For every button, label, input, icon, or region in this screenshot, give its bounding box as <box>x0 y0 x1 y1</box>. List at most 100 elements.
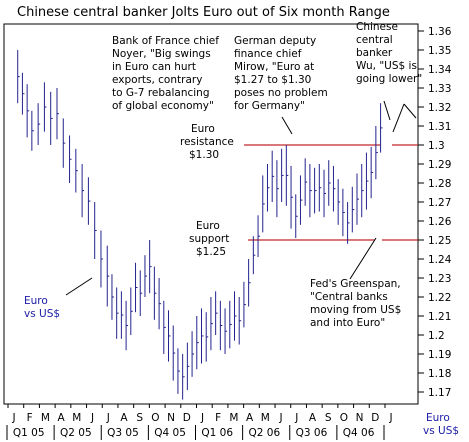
y-tick-label: 1.33 <box>428 83 451 95</box>
y-tick-label: 1.3 <box>428 140 445 152</box>
support-label: Euro support $1.25 <box>189 220 233 258</box>
y-tick-label: 1.21 <box>428 311 451 323</box>
y-tick-label: 1.26 <box>428 216 452 228</box>
y-tick-label: 1.25 <box>428 235 451 247</box>
resistance-label: Euro resistance $1.30 <box>180 123 237 161</box>
x-tick-label: F <box>215 412 221 424</box>
x-tick-label: O <box>151 412 159 424</box>
y-tick-label: 1.18 <box>428 368 451 380</box>
noyer-note-line: Noyer, "Big swings <box>112 48 211 60</box>
x-tick-label: N <box>167 412 175 424</box>
wu-note-line: going lower" <box>356 73 422 85</box>
quarter-label: Q2 05 <box>60 427 92 439</box>
x-tick-label: J <box>90 412 94 424</box>
axis-corner-label-line: Euro <box>426 412 450 424</box>
resistance-label-line: resistance <box>180 136 234 148</box>
y-tick-label: 1.34 <box>428 64 452 76</box>
y-tick-label: 1.24 <box>428 254 452 266</box>
x-tick-label: J <box>278 412 282 424</box>
wu-pointer-right <box>403 103 417 119</box>
x-tick-label: J <box>106 412 110 424</box>
resistance-label-line: $1.30 <box>189 149 219 161</box>
wu-note-line: banker <box>356 47 393 59</box>
x-tick-label: M <box>72 412 81 424</box>
y-tick-label: 1.35 <box>428 45 451 57</box>
quarter-label: Q4 06 <box>343 427 375 439</box>
y-tick-label: 1.17 <box>428 387 451 399</box>
mirow-pointer <box>281 116 293 135</box>
series-label-line: Euro <box>24 295 48 307</box>
quarter-label: Q3 06 <box>296 427 328 439</box>
y-tick-label: 1.23 <box>428 273 451 285</box>
mirow-note-line: German deputy <box>234 35 316 47</box>
greenspan-note-line: and into Euro" <box>310 317 385 329</box>
x-tick-label: S <box>325 412 332 424</box>
x-tick-label: J <box>294 412 298 424</box>
quarter-label: Q3 05 <box>107 427 139 439</box>
greenspan-note-line: Fed's Greenspan, <box>310 278 401 290</box>
y-tick-label: 1.19 <box>428 349 451 361</box>
greenspan-pointer <box>349 237 377 280</box>
y-tick-label: 1.2 <box>428 330 445 342</box>
noyer-note-line: to G-7 rebalancing <box>112 87 209 99</box>
x-tick-label: S <box>136 412 143 424</box>
noyer-note: Bank of France chief Noyer, "Big swings … <box>112 35 222 112</box>
support-label-line: support <box>189 233 229 245</box>
y-tick-label: 1.29 <box>428 159 451 171</box>
x-tick-label: J <box>200 412 204 424</box>
series-label-line: vs US$ <box>24 308 60 320</box>
x-tick-label: M <box>41 412 50 424</box>
y-tick-label: 1.22 <box>428 292 451 304</box>
axis-corner-label-line: vs US$ <box>423 425 459 437</box>
y-tick-label: 1.31 <box>428 121 451 133</box>
x-tick-label: A <box>246 412 254 424</box>
mirow-note: German deputy finance chief Mirow, "Euro… <box>234 35 331 112</box>
mirow-note-line: for Germany" <box>234 100 305 112</box>
x-tick-label: A <box>309 412 317 424</box>
noyer-pointer <box>65 277 93 296</box>
plot-frame <box>3 23 419 405</box>
wu-pointer-right-lower <box>392 103 405 133</box>
wu-note-line: Wu, "US$ is <box>356 60 417 72</box>
greenspan-note-line: moving from US$ <box>310 304 401 316</box>
x-tick-label: J <box>11 412 15 424</box>
noyer-note-line: of global economy" <box>112 100 214 112</box>
x-tick-label: A <box>120 412 128 424</box>
mirow-note-line: finance chief <box>234 48 302 60</box>
quarter-label: Q1 06 <box>201 427 233 439</box>
x-tick-label: D <box>183 412 191 424</box>
wu-pointer-left <box>383 100 391 121</box>
noyer-note-line: exports, contrary <box>112 74 202 86</box>
greenspan-note: Fed's Greenspan, "Central banks moving f… <box>310 278 405 329</box>
axis-corner-label: Euro vs US$ <box>423 412 459 437</box>
x-tick-label: J <box>388 412 392 424</box>
mirow-note-line: poses no problem <box>234 87 328 99</box>
quarter-label: Q2 06 <box>249 427 281 439</box>
mirow-note-line: $1.27 to $1.30 <box>234 74 311 86</box>
noyer-note-line: in Euro can hurt <box>112 61 196 73</box>
x-tick-label: A <box>58 412 66 424</box>
support-label-line: Euro <box>196 220 220 232</box>
x-tick-label: N <box>356 412 364 424</box>
y-tick-label: 1.36 <box>428 26 452 38</box>
x-tick-label: D <box>371 412 379 424</box>
mirow-note-line: Mirow, "Euro at <box>234 61 314 73</box>
quarter-label: Q4 05 <box>154 427 186 439</box>
quarter-label: Q1 05 <box>13 427 45 439</box>
support-label-line: $1.25 <box>196 246 226 258</box>
x-tick-label: O <box>340 412 348 424</box>
wu-note-line: Chinese <box>356 21 398 33</box>
wu-note-line: central <box>356 34 393 46</box>
chart-title: Chinese central banker Jolts Euro out of… <box>17 5 390 20</box>
series-label: Euro vs US$ <box>24 295 60 320</box>
y-tick-label: 1.32 <box>428 102 451 114</box>
noyer-note-line: Bank of France chief <box>112 35 219 47</box>
x-tick-label: M <box>261 412 270 424</box>
resistance-label-line: Euro <box>191 123 215 135</box>
wu-note: Chinese central banker Wu, "US$ is going… <box>356 21 422 85</box>
y-tick-label: 1.28 <box>428 178 451 190</box>
x-tick-label: M <box>229 412 238 424</box>
greenspan-note-line: "Central banks <box>310 291 388 303</box>
